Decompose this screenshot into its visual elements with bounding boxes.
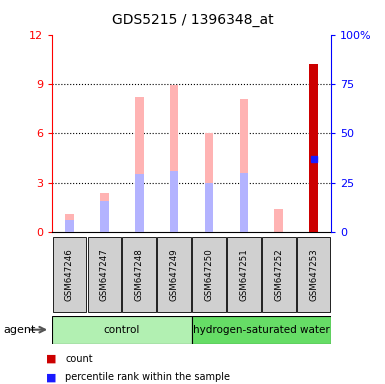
Text: GSM647249: GSM647249: [169, 248, 179, 301]
Text: GSM647253: GSM647253: [309, 248, 318, 301]
Text: GSM647251: GSM647251: [239, 248, 248, 301]
Bar: [275, 209, 283, 232]
Bar: [135, 174, 144, 232]
Bar: [100, 201, 109, 232]
Bar: [309, 217, 318, 232]
Bar: [227, 237, 261, 313]
Text: GDS5215 / 1396348_at: GDS5215 / 1396348_at: [112, 13, 273, 27]
Bar: [135, 97, 144, 232]
Bar: [204, 132, 213, 232]
Bar: [53, 237, 86, 313]
Text: GSM647247: GSM647247: [100, 248, 109, 301]
Bar: [157, 237, 191, 313]
Text: GSM647252: GSM647252: [274, 248, 283, 301]
Bar: [100, 193, 109, 232]
Bar: [192, 237, 226, 313]
Text: hydrogen-saturated water: hydrogen-saturated water: [193, 325, 330, 335]
Bar: [170, 85, 179, 232]
Bar: [65, 220, 74, 232]
Text: control: control: [104, 325, 140, 335]
Text: GSM647246: GSM647246: [65, 248, 74, 301]
Bar: [122, 237, 156, 313]
Bar: [192, 316, 331, 344]
Bar: [239, 173, 248, 232]
Text: ■: ■: [46, 372, 57, 382]
Text: agent: agent: [4, 325, 36, 335]
Bar: [52, 316, 192, 344]
Text: GSM647250: GSM647250: [204, 248, 214, 301]
Bar: [204, 183, 213, 232]
Bar: [309, 64, 318, 232]
Bar: [239, 99, 248, 232]
Bar: [262, 237, 296, 313]
Text: percentile rank within the sample: percentile rank within the sample: [65, 372, 231, 382]
Bar: [65, 214, 74, 232]
Text: count: count: [65, 354, 93, 364]
Text: GSM647248: GSM647248: [135, 248, 144, 301]
Bar: [170, 170, 179, 232]
Bar: [87, 237, 121, 313]
Bar: [297, 237, 330, 313]
Text: ■: ■: [46, 354, 57, 364]
